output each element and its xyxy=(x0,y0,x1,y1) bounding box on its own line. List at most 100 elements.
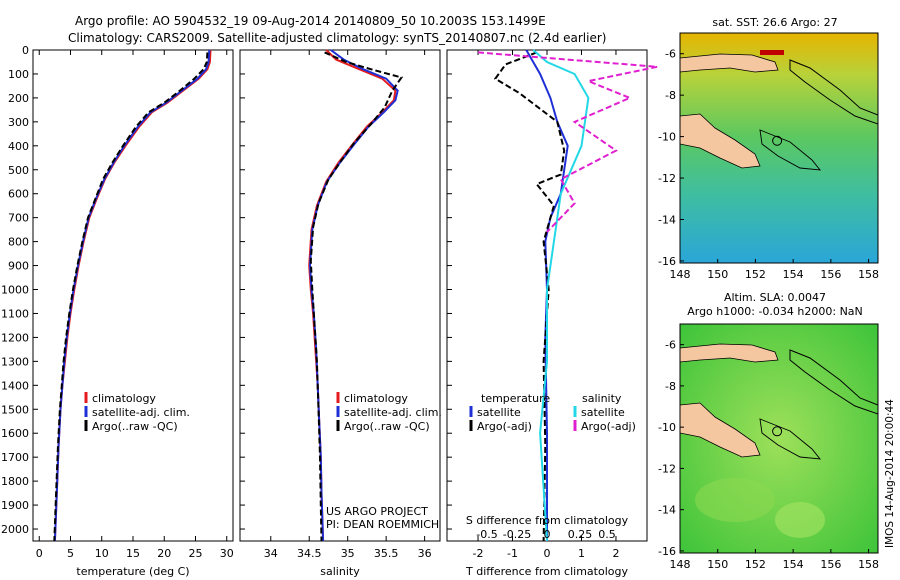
series-line-satellite-adj-clim- xyxy=(53,49,211,542)
sla-map-frame xyxy=(679,323,879,554)
salinity-panel: 34 34.5 35 35.5 36 salinity climatology sate… xyxy=(239,49,442,578)
s-tick-label: -0.5 xyxy=(476,528,497,541)
header-line2: Climatology: CARS2009. Satellite-adjuste… xyxy=(68,31,606,45)
legend-label-t-satellite: satellite xyxy=(477,406,521,419)
x-tick-label: 10 xyxy=(95,547,109,560)
salinity-axis-label: salinity xyxy=(320,565,360,578)
x-tick-label: 5 xyxy=(67,547,74,560)
legend-label-s-argo: Argo(-adj) xyxy=(581,420,636,433)
s-tick-label: 0.25 xyxy=(568,528,593,541)
difference-panel: -2 -1 0 1 2 S difference from climatology -0… xyxy=(446,49,658,578)
lat-tick-label: -6 xyxy=(665,48,676,61)
legend-heading-salinity: salinity xyxy=(582,392,622,405)
series-line-climatology xyxy=(53,49,212,542)
lon-tick-label: 150 xyxy=(707,558,728,571)
x-tick-label: 20 xyxy=(157,547,171,560)
x-tick-label: 15 xyxy=(126,547,140,560)
x-tick-label: 1 xyxy=(578,547,585,560)
s-tick-label: 0 xyxy=(544,528,551,541)
sst-map-frame xyxy=(679,32,879,264)
salinity-axes-frame xyxy=(239,49,441,542)
sst-map-title: sat. SST: 26.6 Argo: 27 xyxy=(712,16,837,29)
float-location-marker xyxy=(772,135,783,146)
series-line-salinity-argo-adj- xyxy=(477,51,658,233)
x-tick-label: 34.5 xyxy=(297,547,322,560)
lat-tick-label: -8 xyxy=(665,380,676,393)
x-tick-label: 0 xyxy=(544,547,551,560)
x-tick-label: -2 xyxy=(473,547,484,560)
series-line-argo-raw-qc- xyxy=(53,52,209,542)
s-tick-label: 0.5 xyxy=(598,528,616,541)
y-tick-label: 1700 xyxy=(1,451,29,464)
legend-label-t-argo: Argo(-adj) xyxy=(477,420,532,433)
y-tick-label: 800 xyxy=(8,236,29,249)
series-line-salinity-satellite xyxy=(532,49,590,542)
x-tick-label: 35.5 xyxy=(374,547,399,560)
temperature-legend: climatology satellite-adj. clim. Argo(..… xyxy=(84,392,190,433)
papua-land xyxy=(680,113,761,169)
y-tick-label: 500 xyxy=(8,164,29,177)
lat-tick-label: -16 xyxy=(658,545,676,558)
s-difference-axis-label: S difference from climatology xyxy=(466,514,629,527)
legend-label-climatology: climatology xyxy=(92,392,156,405)
y-tick-label: 1000 xyxy=(1,284,29,297)
t-difference-axis-label: T difference from climatology xyxy=(465,565,628,578)
warm-patch xyxy=(760,50,784,55)
temperature-panel: 0100200300400500600700800900100011001200… xyxy=(1,44,234,578)
lat-tick-label: -10 xyxy=(658,131,676,144)
lat-tick-label: -12 xyxy=(658,462,676,475)
sla-map-title2: Argo h1000: -0.034 h2000: NaN xyxy=(687,305,863,318)
sla-anomaly xyxy=(775,502,825,538)
y-tick-label: 100 xyxy=(8,68,29,81)
lat-tick-label: -8 xyxy=(665,89,676,102)
sla-map-title1: Altim. SLA: 0.0047 xyxy=(724,291,826,304)
legend-label-argo: Argo(..raw -QC) xyxy=(92,420,178,433)
new-britain-land xyxy=(680,343,779,363)
sla-map: Altim. SLA: 0.0047 Argo h1000: -0.034 h2… xyxy=(658,291,879,571)
legend-label-satellite: satellite-adj. clim. xyxy=(92,406,190,419)
y-tick-label: 1800 xyxy=(1,475,29,488)
lon-tick-label: 158 xyxy=(858,558,879,571)
legend-heading-temperature: temperature xyxy=(481,392,550,405)
sla-land xyxy=(680,343,878,538)
islands-coast xyxy=(759,418,822,460)
lon-tick-label: 150 xyxy=(707,268,728,281)
y-tick-label: 900 xyxy=(8,260,29,273)
lon-tick-label: 148 xyxy=(670,558,691,571)
temperature-axes-frame xyxy=(32,49,234,542)
lon-tick-label: 152 xyxy=(745,558,766,571)
y-tick-label: 300 xyxy=(8,116,29,129)
islands-coast xyxy=(759,129,822,171)
lon-tick-label: 154 xyxy=(783,558,804,571)
y-tick-label: 700 xyxy=(8,212,29,225)
new-britain-land xyxy=(680,53,779,73)
y-tick-label: 1200 xyxy=(1,331,29,344)
y-tick-label: 1500 xyxy=(1,403,29,416)
temperature-axis-label: temperature (deg C) xyxy=(76,565,189,578)
lat-tick-label: -6 xyxy=(665,339,676,352)
series-line-satellite-adj-clim- xyxy=(308,49,399,542)
x-tick-label: 25 xyxy=(189,547,203,560)
lat-tick-label: -12 xyxy=(658,172,676,185)
lat-tick-label: -10 xyxy=(658,421,676,434)
y-tick-label: 1300 xyxy=(1,355,29,368)
x-tick-label: 30 xyxy=(220,547,234,560)
y-tick-label: 2000 xyxy=(1,523,29,536)
sst-land xyxy=(680,50,878,171)
pi-note: PI: DEAN ROEMMICH xyxy=(326,518,439,531)
y-tick-label: 0 xyxy=(22,44,29,57)
lon-tick-label: 154 xyxy=(783,268,804,281)
legend-label-s-satellite: satellite xyxy=(581,406,625,419)
coastline xyxy=(789,59,878,125)
s-difference-top-ticks: -0.5 -0.25 0 0.25 0.5 xyxy=(476,528,615,541)
x-tick-label: 0 xyxy=(36,547,43,560)
series-line-argo-raw-qc- xyxy=(309,51,404,542)
lon-tick-label: 158 xyxy=(858,268,879,281)
series-line-climatology xyxy=(308,49,397,542)
papua-land xyxy=(680,402,761,458)
y-tick-label: 600 xyxy=(8,188,29,201)
x-tick-label: -1 xyxy=(507,547,518,560)
coastline xyxy=(789,349,878,415)
float-location-marker xyxy=(772,426,783,437)
